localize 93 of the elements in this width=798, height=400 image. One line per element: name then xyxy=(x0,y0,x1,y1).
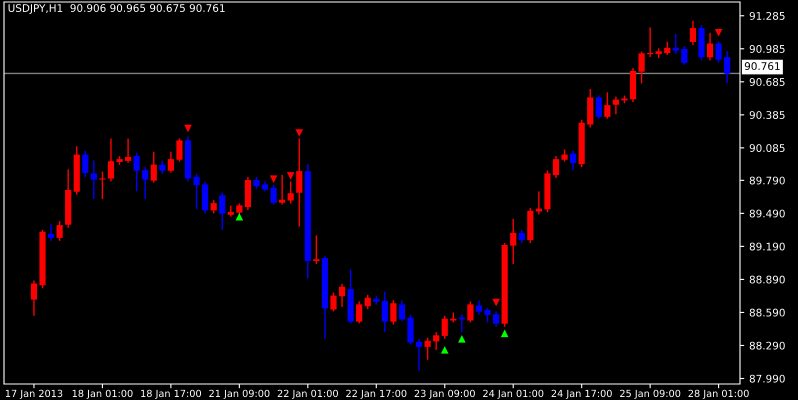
y-tick-label: 89.490 xyxy=(750,210,785,218)
candlestick xyxy=(690,20,696,46)
y-tick-label: 90.685 xyxy=(750,78,785,86)
candlestick xyxy=(561,148,568,162)
x-tick-label: 28 Jan 01:00 xyxy=(688,390,749,399)
y-tick-label: 88.890 xyxy=(750,276,785,284)
candlestick xyxy=(656,48,662,59)
x-tick-label: 21 Jan 09:00 xyxy=(209,390,270,399)
candlestick xyxy=(193,173,200,210)
y-tick-label: 88.290 xyxy=(750,342,785,350)
candlestick xyxy=(433,332,440,351)
candlestick xyxy=(253,176,260,190)
candlestick xyxy=(219,192,226,231)
x-tick-label: 18 Jan 01:00 xyxy=(72,390,133,399)
candlestick xyxy=(364,294,371,310)
candlestick xyxy=(398,300,406,322)
candlestick xyxy=(476,300,482,316)
candlestick xyxy=(134,152,140,192)
candlestick xyxy=(536,190,542,216)
candlestick xyxy=(681,45,688,66)
x-tick-label: 24 Jan 01:00 xyxy=(483,390,544,399)
candlestick xyxy=(82,150,88,178)
candlestick xyxy=(724,50,730,84)
candlestick xyxy=(458,314,465,333)
point xyxy=(714,29,722,37)
x-tick-label: 17 Jan 2013 xyxy=(6,390,62,399)
x-tick-label: 23 Jan 09:00 xyxy=(414,390,475,399)
candlestick xyxy=(48,224,54,242)
candlestick xyxy=(604,92,610,120)
candlestick xyxy=(99,170,106,200)
candlestick xyxy=(210,199,217,214)
candlestick xyxy=(228,204,234,218)
candlestick xyxy=(142,166,148,200)
candlestick xyxy=(716,40,722,64)
point xyxy=(440,346,449,354)
x-tick-label: 25 Jan 09:00 xyxy=(620,390,680,399)
candlestick xyxy=(330,292,337,312)
candlestick xyxy=(356,300,362,324)
x-tick-label: 22 Jan 17:00 xyxy=(346,390,406,399)
candlestick xyxy=(159,160,166,174)
point xyxy=(492,298,500,306)
y-tick-label: 91.285 xyxy=(750,12,785,20)
y-tick-label: 90.085 xyxy=(750,144,785,152)
y-tick-label: 90.385 xyxy=(750,111,785,119)
candlestick xyxy=(552,155,560,179)
candlestick xyxy=(442,315,448,340)
candlestick xyxy=(518,229,525,244)
candlestick xyxy=(382,290,388,333)
candlestick xyxy=(570,150,576,172)
candlestick xyxy=(390,300,396,326)
candlestick xyxy=(262,180,268,192)
x-tick-label: 24 Jan 17:00 xyxy=(552,390,612,399)
candlestick xyxy=(150,151,157,184)
point xyxy=(500,330,508,338)
candlestick xyxy=(176,138,183,162)
y-tick-label: 88.590 xyxy=(750,308,785,317)
y-tick-label: 87.990 xyxy=(750,374,785,383)
candlestick xyxy=(638,50,645,84)
candlestick xyxy=(596,94,602,120)
point xyxy=(236,212,244,220)
candlestick xyxy=(672,33,679,54)
ref-line-label: 90.761 xyxy=(744,62,780,70)
point xyxy=(270,175,278,184)
candlestick xyxy=(108,138,114,182)
candlestick xyxy=(450,312,456,324)
y-tick-label: 90.985 xyxy=(750,45,785,53)
candlestick xyxy=(424,337,431,360)
candlestick xyxy=(416,338,422,372)
candlestick xyxy=(90,160,97,200)
candlestick xyxy=(288,180,294,204)
candlestick xyxy=(270,184,277,206)
candlestick xyxy=(664,40,670,56)
candlestick xyxy=(706,32,714,62)
chart-title: USDJPY,H1 90.906 90.965 90.675 90.761 xyxy=(8,4,225,14)
point xyxy=(295,129,304,137)
candlestick xyxy=(510,218,516,265)
candlestick xyxy=(125,138,132,164)
candlestick xyxy=(484,307,491,324)
y-tick-label: 89.790 xyxy=(750,176,785,184)
candlestick xyxy=(338,283,346,308)
x-tick-label: 22 Jan 01:00 xyxy=(278,390,338,399)
candlestick xyxy=(493,310,500,328)
point xyxy=(458,335,466,343)
point xyxy=(184,124,192,132)
candlestick xyxy=(467,300,474,324)
candlestick xyxy=(168,151,174,174)
candlestick xyxy=(612,96,619,115)
y-tick-label: 89.190 xyxy=(750,242,785,250)
candlestick xyxy=(647,26,654,58)
point xyxy=(286,172,294,180)
candlestick xyxy=(30,280,38,316)
x-tick-label: 18 Jan 17:00 xyxy=(141,390,202,399)
candlestick xyxy=(56,220,63,242)
